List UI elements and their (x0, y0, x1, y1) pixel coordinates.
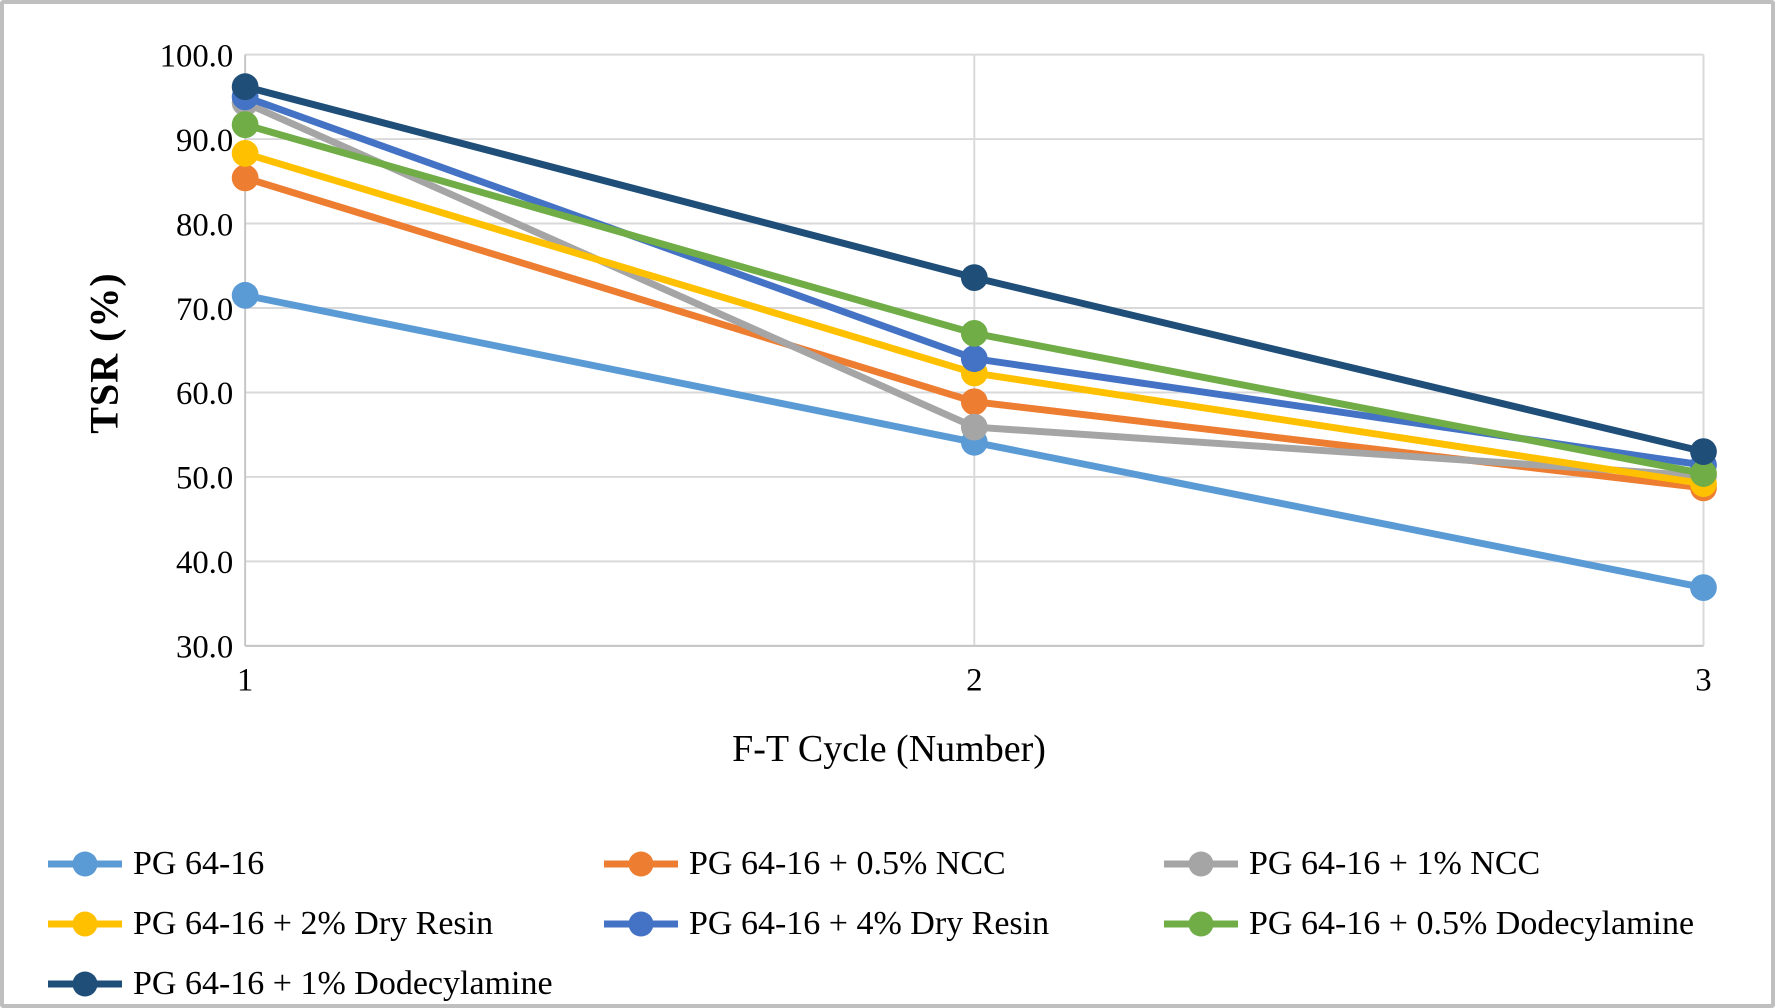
y-tick-label: 100.0 (160, 38, 234, 74)
data-point-marker (1690, 460, 1717, 487)
x-axis-title: F-T Cycle (Number) (732, 728, 1046, 770)
data-point-marker (1690, 574, 1717, 601)
data-point-marker (231, 73, 259, 101)
y-tick-label: 40.0 (176, 545, 233, 581)
y-tick-label: 80.0 (176, 207, 233, 243)
data-point-marker (960, 264, 988, 291)
y-tick-label: 70.0 (176, 292, 233, 328)
data-point-marker (960, 413, 988, 441)
y-tick-label: 50.0 (176, 461, 233, 497)
data-point-marker (231, 281, 259, 309)
y-tick-label: 60.0 (176, 376, 233, 412)
y-tick-label: 30.0 (176, 630, 233, 666)
data-point-marker (960, 388, 988, 416)
data-point-marker (960, 345, 988, 373)
x-tick-label: 1 (237, 663, 253, 699)
data-point-marker (231, 140, 259, 167)
y-axis-title: TSR (%) (81, 272, 127, 434)
line-chart-plot: 100.0 90.0 80.0 70.0 60.0 50.0 40.0 30.01 2 3 (160, 38, 1717, 699)
data-point-marker (231, 164, 259, 192)
x-tick-label: 3 (1695, 663, 1711, 699)
y-tick-label: 90.0 (176, 123, 233, 159)
x-tick-label: 2 (966, 663, 982, 699)
data-point-marker (1690, 438, 1717, 465)
data-point-marker (960, 319, 988, 347)
data-point-marker (231, 111, 259, 139)
